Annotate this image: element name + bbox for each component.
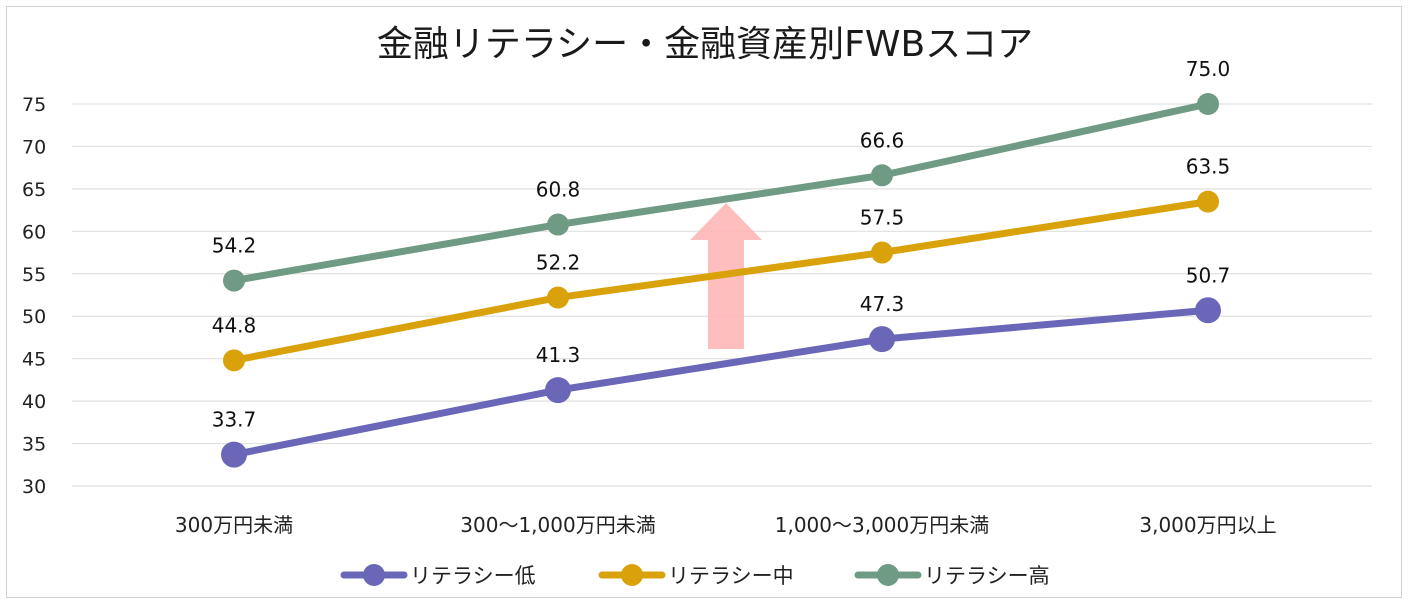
- legend-marker: [621, 564, 643, 586]
- chart-frame: [6, 6, 1402, 598]
- data-point: [547, 213, 569, 236]
- data-label: 52.2: [536, 251, 581, 275]
- data-point: [1197, 190, 1219, 213]
- legend-marker: [363, 564, 385, 586]
- x-category-label: 300～1,000万円未満: [460, 513, 655, 537]
- y-tick-label: 40: [22, 391, 46, 413]
- y-tick-label: 75: [22, 94, 46, 116]
- series-line: [230, 198, 1212, 364]
- y-tick-label: 35: [22, 434, 46, 456]
- data-point: [221, 441, 247, 468]
- y-tick-label: 60: [22, 221, 46, 243]
- data-point: [869, 326, 895, 353]
- data-point: [871, 164, 893, 187]
- data-label: 63.5: [1186, 155, 1231, 179]
- legend: リテラシー低 リテラシー中 リテラシー高: [340, 564, 1050, 588]
- y-axis-ticks: 30 35 40 45 50 55 60 65 70 75: [22, 94, 46, 498]
- data-label: 60.8: [536, 178, 581, 202]
- x-category-label: 1,000～3,000万円未満: [775, 513, 990, 537]
- data-label: 75.0: [1186, 57, 1231, 81]
- x-axis-categories: 300万円未満 300～1,000万円未満 1,000～3,000万円未満 3,000…: [175, 513, 1277, 537]
- data-label: 66.6: [860, 128, 905, 152]
- series-line: [230, 306, 1212, 459]
- data-label: 54.2: [212, 234, 257, 258]
- data-label: 57.5: [860, 206, 905, 230]
- y-tick-label: 70: [22, 136, 46, 158]
- data-labels: 33.7 41.3 47.3 50.7 44.8 52.2 57.5 63.5 54.2 60.8…: [212, 57, 1231, 432]
- data-label: 50.7: [1186, 263, 1231, 287]
- x-category-label: 300万円未満: [175, 513, 293, 537]
- data-label: 47.3: [860, 292, 905, 316]
- legend-label: リテラシー中: [668, 564, 794, 588]
- data-point: [223, 349, 245, 372]
- data-point: [547, 286, 569, 309]
- data-point: [1195, 297, 1221, 324]
- data-label: 33.7: [212, 408, 257, 432]
- data-label: 41.3: [536, 343, 581, 367]
- data-label: 44.8: [212, 313, 257, 337]
- x-category-label: 3,000万円以上: [1139, 513, 1276, 537]
- y-tick-label: 65: [22, 179, 46, 201]
- data-point: [545, 377, 571, 404]
- legend-label: リテラシー低: [410, 564, 536, 588]
- y-tick-label: 45: [22, 349, 46, 371]
- data-point: [871, 241, 893, 264]
- data-point: [223, 269, 245, 292]
- y-tick-label: 50: [22, 306, 46, 328]
- chart-title: 金融リテラシー・金融資産別FWBスコア: [377, 24, 1033, 65]
- legend-marker: [877, 564, 899, 586]
- series-layer: [221, 93, 1221, 468]
- legend-label: リテラシー高: [924, 564, 1050, 588]
- data-point: [1197, 93, 1219, 115]
- series-line: [230, 100, 1212, 285]
- y-tick-label: 30: [22, 476, 46, 498]
- y-tick-label: 55: [22, 264, 46, 286]
